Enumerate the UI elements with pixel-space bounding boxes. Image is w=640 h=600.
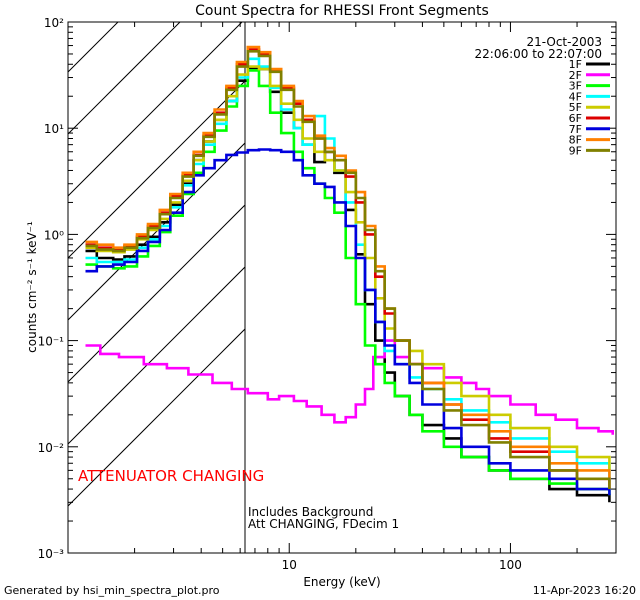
series-line-4F (85, 57, 611, 479)
legend-label-3F: 3F (569, 80, 582, 93)
legend-label-9F: 9F (569, 144, 582, 157)
series-line-3F (85, 69, 611, 496)
legend-label-4F: 4F (569, 90, 582, 103)
y-tick-label: 10¹ (44, 122, 64, 136)
generated-by-label: Generated by hsi_min_spectra_plot.pro (4, 584, 220, 597)
hatch-line (68, 266, 245, 445)
y-axis-label: counts cm⁻² s⁻¹ keV⁻¹ (25, 221, 39, 353)
series-line-9F (85, 50, 611, 490)
chart-title: Count Spectra for RHESSI Front Segments (195, 3, 489, 19)
series-line-8F (85, 45, 611, 479)
attenuator-note: Att CHANGING, FDecim 1 (248, 517, 399, 531)
hatch-line (68, 80, 245, 259)
attenuator-hatch (68, 22, 245, 507)
plot-frame (67, 21, 617, 554)
hatch-line (68, 328, 245, 507)
series-line-2F (85, 339, 614, 435)
hatch-line (68, 22, 181, 135)
legend-label-7F: 7F (569, 123, 582, 136)
series-line-7F (85, 148, 611, 496)
series-line-6F (85, 48, 611, 490)
legend-label-2F: 2F (569, 69, 582, 82)
x-tick-label: 100 (499, 558, 522, 572)
y-tick-label: 10⁻³ (38, 547, 65, 561)
tick-labels: 10 100 10² 10¹ 10⁰ 10⁻¹ 10⁻² 10⁻³ (38, 16, 522, 572)
legend-label-5F: 5F (569, 101, 582, 114)
hatch-line (68, 142, 245, 321)
timestamp-label: 11-Apr-2023 16:20 (533, 584, 636, 597)
legend-label-1F: 1F (569, 58, 582, 71)
y-tick-label: 10⁰ (44, 228, 64, 242)
series-lines (85, 45, 614, 503)
legend-label-6F: 6F (569, 112, 582, 125)
hatch-line (68, 204, 245, 383)
time-range-label: 22:06:00 to 22:07:00 (475, 47, 602, 61)
hatch-line (68, 22, 243, 197)
y-tick-label: 10² (44, 16, 64, 30)
y-tick-label: 10⁻¹ (38, 335, 65, 349)
date-label: 21-Oct-2003 (526, 35, 602, 49)
hatch-line (68, 22, 119, 73)
legend-label-8F: 8F (569, 134, 582, 147)
attenuator-changing-label: ATTENUATOR CHANGING (78, 467, 264, 485)
x-axis-label: Energy (keV) (303, 575, 380, 589)
x-tick-label: 10 (282, 558, 297, 572)
y-tick-label: 10⁻² (38, 441, 65, 455)
background-note: Includes Background (248, 505, 373, 519)
axis-ticks (67, 22, 617, 554)
